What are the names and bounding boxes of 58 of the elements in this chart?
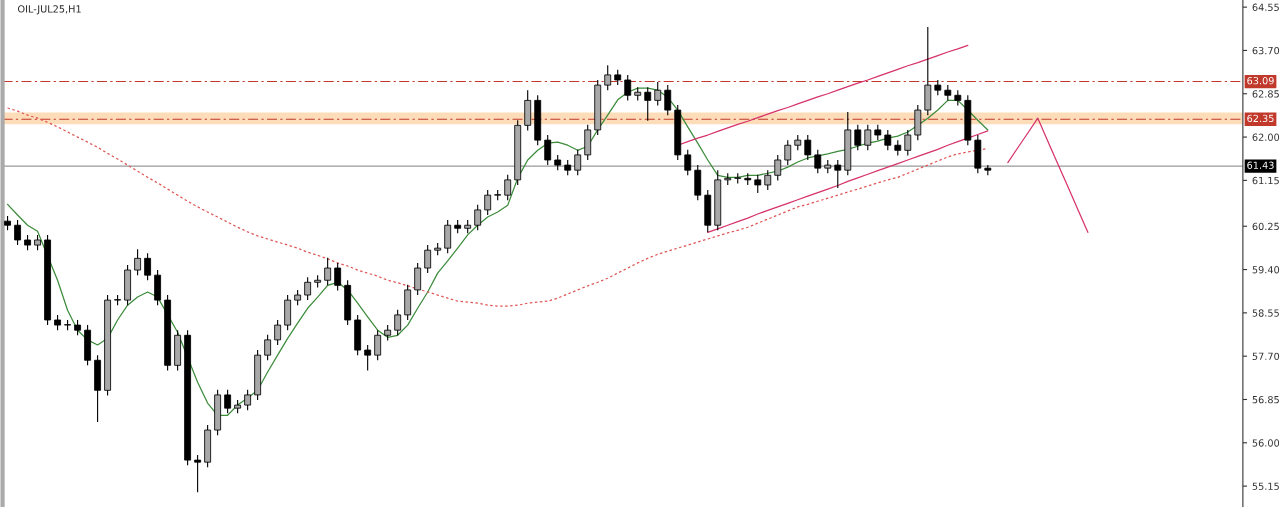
y-tick-label: 55.15	[1252, 482, 1279, 490]
candlestick	[334, 262, 342, 291]
y-tick-label: 60.25	[1252, 222, 1279, 231]
candlestick	[304, 276, 312, 301]
y-tick-label: 61.15	[1252, 176, 1279, 185]
y-tick-label: 62.00	[1252, 133, 1280, 141]
y-tick-label: 56.85	[1252, 395, 1279, 404]
y-tick-label: 63.70	[1252, 46, 1280, 55]
y-tick-label: 59.40	[1252, 266, 1280, 274]
y-tick-label: 62.85	[1252, 90, 1279, 98]
candlestick	[504, 174, 512, 201]
candlestick	[324, 257, 332, 286]
candlestick	[224, 389, 232, 414]
ref-line-label: 61.43	[1247, 161, 1274, 169]
candlestick	[864, 124, 872, 151]
candlestick	[394, 309, 402, 336]
candlestick	[604, 64, 612, 91]
candlestick	[544, 134, 552, 166]
candlestick	[884, 129, 892, 151]
text: OIL-JUL25,H1	[17, 5, 81, 15]
candlestick	[414, 262, 422, 296]
candlestick	[904, 129, 912, 156]
candlestick	[194, 454, 202, 493]
y-tick-label: 56.00	[1252, 439, 1280, 447]
candlestick	[374, 329, 382, 361]
candlestick	[264, 334, 272, 361]
ref-line-label: 63.09	[1247, 76, 1274, 85]
candlestick	[484, 189, 492, 216]
candlestick	[574, 149, 582, 176]
candlestick	[784, 139, 792, 166]
candlestick	[644, 86, 652, 122]
candlestick	[664, 84, 672, 116]
candlestick	[444, 219, 452, 254]
y-tick-label: 64.55	[1252, 3, 1279, 11]
candlestick	[834, 159, 842, 189]
candlestick	[14, 219, 21, 246]
line-series	[6, 107, 989, 307]
candlestick	[804, 134, 812, 161]
candlestick	[654, 81, 662, 107]
candlestick	[274, 319, 282, 346]
line-series	[707, 130, 989, 233]
candlestick	[144, 252, 152, 281]
line-series	[1007, 117, 1089, 233]
y-tick-label: 57.70	[1252, 352, 1280, 361]
candlestick	[244, 389, 252, 411]
candlestick	[814, 149, 822, 174]
candlestick	[424, 244, 432, 274]
ref-line-label: 62.35	[1247, 114, 1274, 123]
candlestick	[474, 204, 482, 231]
candlestick	[764, 169, 772, 191]
candlestick	[774, 154, 782, 181]
candlestick	[364, 344, 372, 371]
candlestick	[624, 74, 632, 101]
y-tick-label: 58.55	[1252, 309, 1279, 317]
candlestick	[134, 248, 142, 276]
candlestick	[684, 149, 692, 176]
candlestick	[754, 174, 762, 194]
candlestick	[854, 124, 862, 151]
